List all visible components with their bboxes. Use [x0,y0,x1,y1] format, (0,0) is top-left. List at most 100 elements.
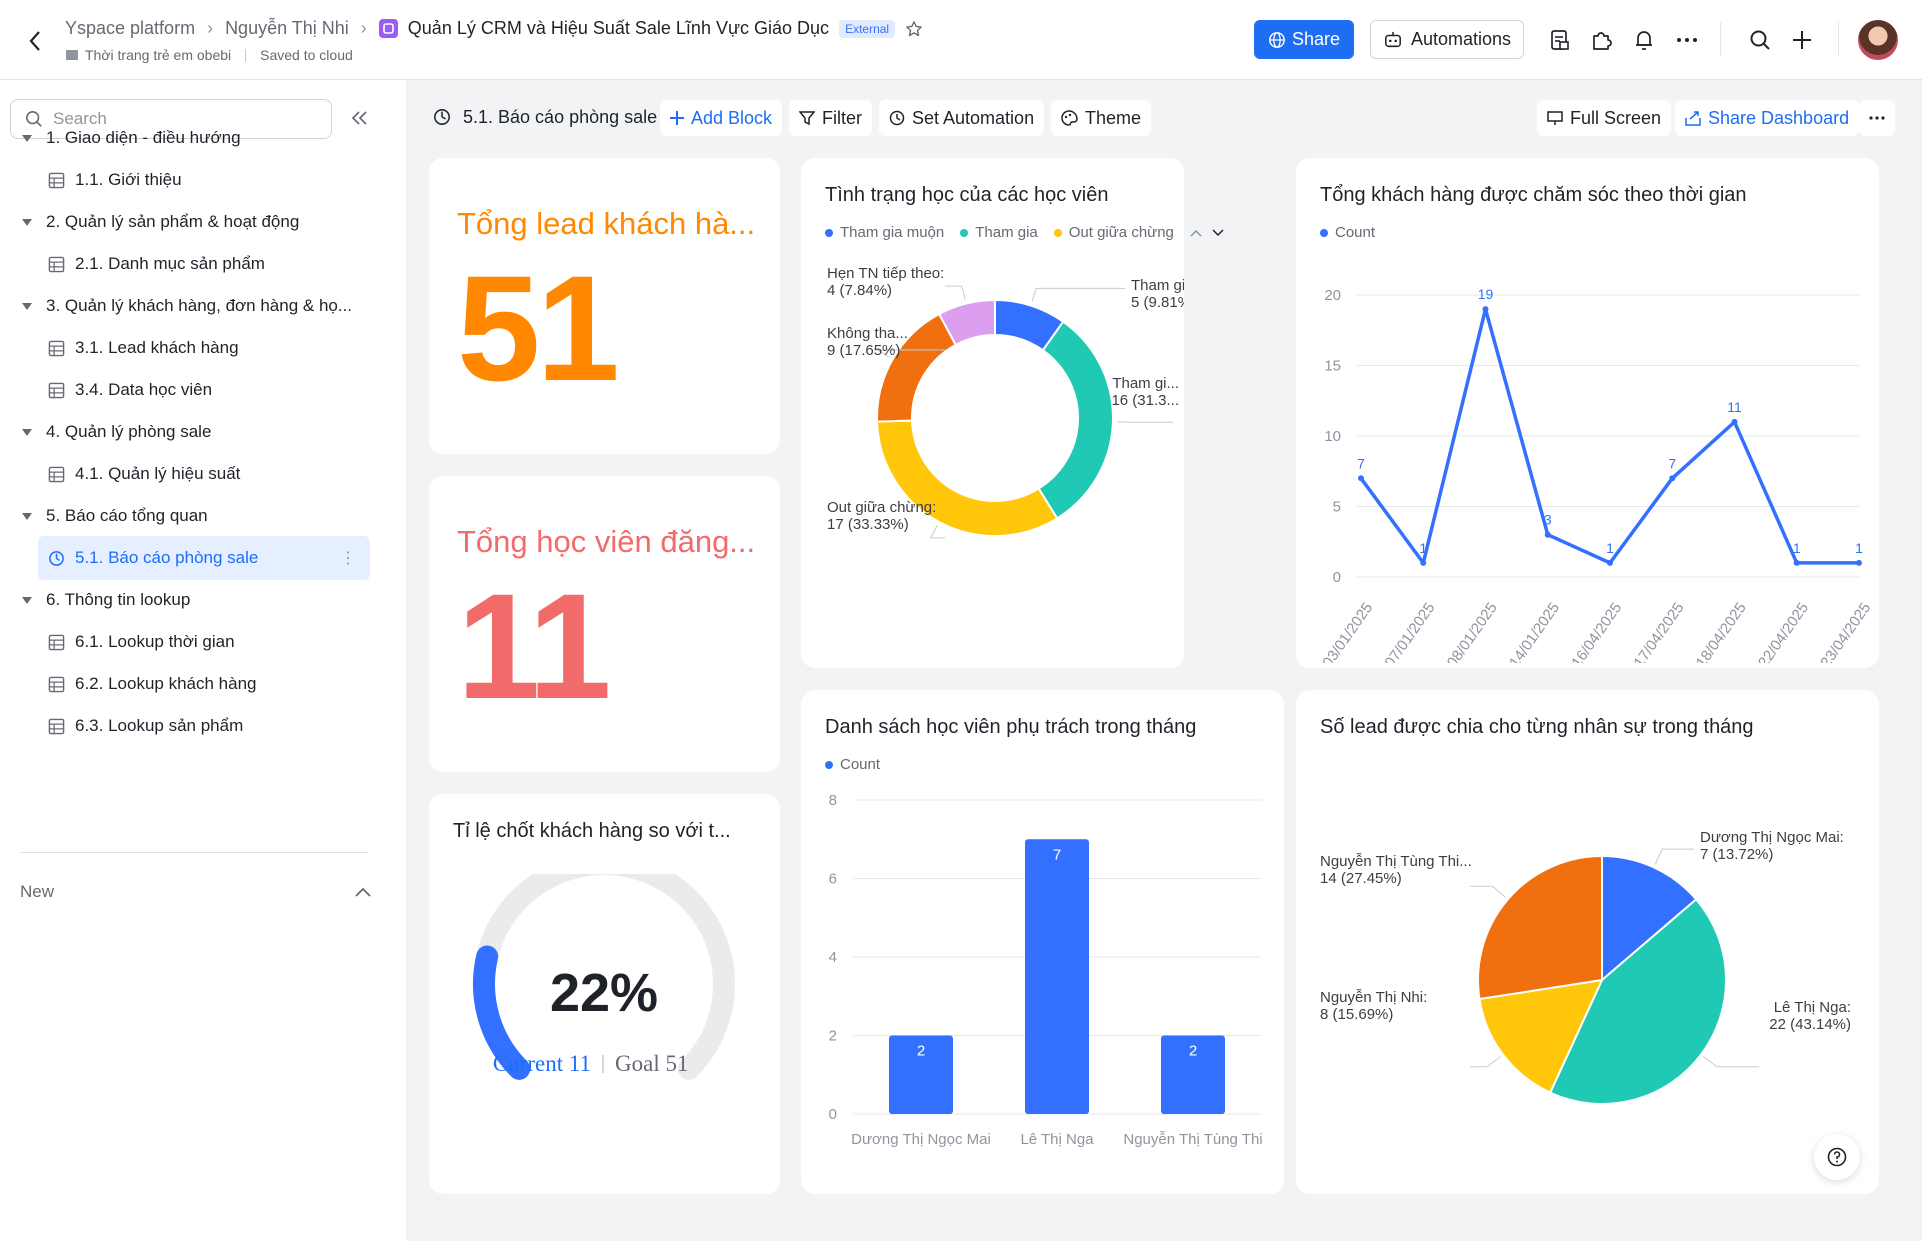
caret-down-icon[interactable] [22,596,32,604]
sidebar-item[interactable]: 2.1. Danh mục sản phẩm [38,242,370,286]
line-point[interactable] [1358,475,1364,482]
line-point[interactable] [1856,559,1862,566]
new-label: New [20,882,55,901]
data-label: 7 [1668,455,1676,471]
sidebar-item[interactable]: 5.1. Báo cáo phòng sale ⋮ [38,536,370,580]
legend-item[interactable]: Tham gia muộn [825,224,944,241]
data-label: 7 [1357,455,1365,471]
sidebar-item-label: 2.1. Danh mục sản phẩm [75,254,265,273]
pie-chart-card[interactable]: Số lead được chia cho từng nhân sự trong… [1296,690,1879,1194]
table-icon [48,634,65,650]
breadcrumb-owner[interactable]: Nguyễn Thị Nhi [225,18,349,38]
pie-slice[interactable] [1478,978,1604,1094]
sidebar-item-label: 5.1. Báo cáo phòng sale [75,548,259,567]
gauge-title: Tỉ lệ chốt khách hàng so với t... [453,820,731,842]
breadcrumb-workspace[interactable]: Yspace platform [65,18,196,38]
donut-slice[interactable] [937,298,996,347]
table-icon [48,172,65,188]
bell-icon[interactable] [1631,27,1657,53]
bar-chart-card[interactable]: Danh sách học viên phụ trách trong tháng… [801,690,1284,1194]
plus-icon[interactable] [1789,27,1815,53]
x-tick-label: 17/04/2025 [1631,600,1688,663]
sidebar-item[interactable]: 6.1. Lookup thời gian [38,620,370,664]
legend-item[interactable]: Tham gia [960,224,1038,241]
donut-chart-card[interactable]: Tình trạng học của các học viên Tham gia… [801,158,1224,668]
add-block-button[interactable]: Add Block [660,100,783,136]
sidebar-item[interactable]: 3.1. Lead khách hàng [38,326,370,370]
save-status: Saved to cloud [260,47,353,63]
bar[interactable] [1161,1035,1225,1115]
dashboard-more-icon[interactable] [1859,100,1895,136]
kpi-card-leads[interactable]: Tổng lead khách hà... 51 [429,158,780,454]
gauge-card[interactable]: Tỉ lệ chốt khách hàng so với t... 22% Cu… [429,794,780,1194]
star-icon[interactable] [905,20,923,38]
caret-down-icon[interactable] [22,134,32,142]
slice-leader [1654,848,1694,865]
folder-name[interactable]: Thời trang trẻ em obebi [85,47,232,63]
caret-down-icon[interactable] [22,302,32,310]
chart-legend: Tham gia muộn Tham gia Out giữa chừng [825,224,1224,241]
share-button[interactable]: Share [1254,20,1354,59]
sidebar-item[interactable]: 3.4. Data học viên [38,368,370,412]
legend-page-down-icon[interactable] [1212,228,1224,237]
collapse-sidebar-icon[interactable] [348,106,372,130]
line-point[interactable] [1544,531,1551,538]
kpi-value: 51 [457,244,620,412]
sidebar-item[interactable]: 6. Thông tin lookup [22,578,374,622]
line-point[interactable] [1482,306,1489,313]
search-icon[interactable] [1747,27,1773,53]
caret-down-icon[interactable] [22,428,32,436]
legend-item[interactable]: Out giữa chừng [1053,224,1174,241]
sidebar-item[interactable]: 4. Quản lý phòng sale [22,410,374,454]
sidebar-item[interactable]: 1.1. Giới thiệu [38,158,370,202]
legend-item[interactable]: Count [825,756,880,773]
theme-button[interactable]: Theme [1051,100,1152,136]
automations-button[interactable]: Automations [1370,20,1524,59]
set-automation-label: Set Automation [912,107,1035,128]
plugin-icon[interactable] [1588,27,1614,53]
pie-slice[interactable] [1601,854,1698,983]
plus-icon [670,111,684,125]
sidebar-item[interactable]: 6.3. Lookup sản phẩm [38,704,370,748]
legend-item[interactable]: Count [1320,224,1375,241]
sidebar-item[interactable]: 3. Quản lý khách hàng, đơn hàng & họ... [22,284,374,328]
form-icon[interactable] [1547,27,1573,53]
kpi-card-students[interactable]: Tổng học viên đăng... 11 [429,476,780,772]
y-tick-label: 6 [829,871,837,888]
line-chart-card[interactable]: Tổng khách hàng được chăm sóc theo thời … [1296,158,1879,668]
pie-slice[interactable] [1477,854,1603,1001]
sidebar-item[interactable]: 4.1. Quản lý hiệu suất [38,452,370,496]
pie-slice[interactable] [1548,897,1727,1105]
new-section[interactable]: New [20,870,372,914]
back-arrow-icon[interactable] [22,28,48,54]
share-dashboard-button[interactable]: Share Dashboard [1675,100,1860,136]
filter-button[interactable]: Filter [789,100,872,136]
more-icon[interactable] [1674,27,1700,53]
bar[interactable] [1025,839,1089,1114]
sidebar-item[interactable]: 2. Quản lý sản phẩm & hoạt động [22,200,374,244]
set-automation-button[interactable]: Set Automation [879,100,1045,136]
x-tick-label: 22/04/2025 [1755,600,1812,663]
caret-down-icon[interactable] [22,218,32,226]
sidebar-item[interactable]: 5. Báo cáo tổng quan [22,494,374,538]
line-point[interactable] [1793,559,1800,566]
sidebar-item[interactable]: 6.2. Lookup khách hàng [38,662,370,706]
sidebar-item[interactable]: 1. Giao diện - điều hướng [22,116,374,160]
help-icon[interactable] [1814,1134,1860,1180]
document-title[interactable]: Quản Lý CRM và Hiệu Suất Sale Lĩnh Vực G… [407,18,830,38]
donut-slice[interactable] [876,419,1059,537]
line-point[interactable] [1607,559,1613,566]
data-label: 1 [1855,540,1863,556]
item-more-icon[interactable]: ⋮ [340,550,356,567]
avatar[interactable] [1858,20,1898,60]
line-point[interactable] [1669,475,1676,482]
share-dashboard-label: Share Dashboard [1708,107,1850,128]
legend-page-up-icon[interactable] [1190,229,1202,237]
caret-down-icon[interactable] [22,512,32,520]
donut-slice[interactable] [1037,320,1114,520]
full-screen-button[interactable]: Full Screen [1537,100,1672,136]
line-point[interactable] [1731,418,1738,425]
line-point[interactable] [1420,559,1427,566]
search-input[interactable]: Search [10,99,332,139]
bar[interactable] [889,1035,953,1115]
